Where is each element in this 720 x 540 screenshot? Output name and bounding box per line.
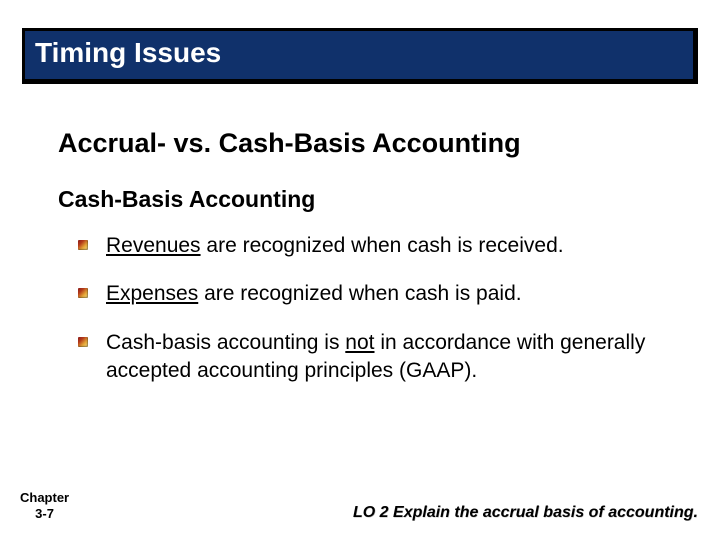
slide-title: Timing Issues <box>25 31 693 75</box>
bullet-text: are recognized when cash is paid. <box>198 282 521 305</box>
bullet-icon <box>78 337 88 347</box>
heading-main: Accrual- vs. Cash-Basis Accounting <box>58 128 521 159</box>
chapter-line1: Chapter <box>20 490 69 506</box>
chapter-label: Chapter 3-7 <box>20 490 69 523</box>
bullet-list: Revenues are recognized when cash is rec… <box>78 232 678 405</box>
bullet-text: are recognized when cash is received. <box>201 234 564 257</box>
title-bar: Timing Issues <box>22 28 698 84</box>
learning-objective: LO 2 Explain the accrual basis of accoun… <box>353 504 698 522</box>
bullet-underlined: Expenses <box>106 282 198 305</box>
list-item: Cash-basis accounting is not in accordan… <box>78 329 678 386</box>
bullet-underlined: Revenues <box>106 234 201 257</box>
list-item: Expenses are recognized when cash is pai… <box>78 280 678 308</box>
chapter-line2: 3-7 <box>20 506 69 522</box>
bullet-icon <box>78 240 88 250</box>
bullet-text: Cash-basis accounting is <box>106 331 345 354</box>
list-item: Revenues are recognized when cash is rec… <box>78 232 678 260</box>
bullet-underlined: not <box>345 331 374 354</box>
bullet-icon <box>78 288 88 298</box>
heading-sub: Cash-Basis Accounting <box>58 186 315 213</box>
